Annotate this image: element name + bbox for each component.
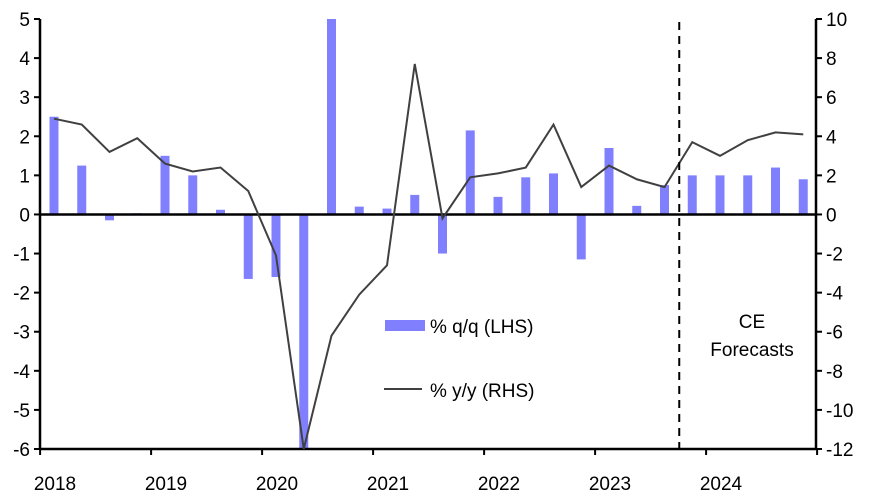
bar	[743, 175, 753, 215]
right-tick-label: 2	[826, 166, 837, 187]
left-tick-label: -5	[13, 401, 30, 422]
bar	[382, 208, 392, 215]
bar	[299, 214, 309, 449]
bar	[271, 214, 281, 277]
bar	[687, 175, 697, 215]
right-tick-label: -4	[826, 284, 843, 305]
forecast-annotation-line1: CE	[739, 312, 765, 333]
left-tick-label: -2	[13, 284, 30, 305]
bar	[576, 214, 586, 260]
left-tick-label: -6	[13, 440, 30, 461]
bar	[410, 194, 420, 215]
right-tick-label: 6	[826, 88, 837, 109]
yy-line	[53, 63, 804, 450]
bar	[604, 148, 614, 215]
x-tick-label: 2021	[367, 474, 409, 495]
x-tick-label: 2019	[145, 474, 187, 495]
right-tick-label: -12	[826, 440, 853, 461]
bar	[438, 214, 447, 254]
bar	[798, 179, 808, 215]
left-tick-label: -1	[13, 245, 30, 266]
bar	[715, 175, 725, 215]
bar-series	[49, 19, 808, 449]
x-tick-label: 2023	[589, 474, 631, 495]
x-tick-label: 2020	[256, 474, 298, 495]
left-tick-label: -3	[13, 323, 30, 344]
left-tick-label: 4	[19, 49, 30, 70]
bar	[327, 19, 336, 215]
axes: 543210-1-2-3-4-5-61086420-2-4-6-8-10-122…	[13, 10, 853, 495]
bar	[105, 214, 114, 221]
bar	[660, 185, 669, 215]
bar	[188, 175, 198, 215]
legend-bar-label: % q/q (LHS)	[430, 317, 533, 338]
bar	[493, 196, 503, 215]
left-tick-label: -4	[13, 362, 30, 383]
right-tick-label: -2	[826, 245, 843, 266]
bar	[549, 173, 558, 215]
bar	[243, 214, 253, 279]
right-tick-label: -8	[826, 362, 843, 383]
left-tick-label: 1	[19, 166, 30, 187]
bar	[465, 130, 475, 215]
bar	[521, 177, 531, 215]
x-tick-label: 2024	[700, 474, 743, 495]
left-tick-label: 5	[19, 10, 30, 31]
legend-line-label: % y/y (RHS)	[430, 381, 535, 402]
bar	[771, 167, 780, 215]
bar	[354, 206, 364, 215]
legend-bar-swatch	[385, 320, 425, 331]
left-tick-label: 0	[19, 205, 30, 226]
bar	[160, 155, 170, 215]
bar	[77, 165, 87, 215]
forecast-annotation-line2: Forecasts	[710, 340, 793, 361]
right-tick-label: -6	[826, 323, 843, 344]
right-tick-label: 10	[826, 10, 847, 31]
left-tick-label: 3	[19, 88, 30, 109]
bar	[49, 116, 59, 215]
right-tick-label: 8	[826, 49, 837, 70]
x-tick-label: 2018	[34, 474, 76, 495]
bar	[632, 205, 642, 215]
right-tick-label: -10	[826, 401, 853, 422]
legend: % q/q (LHS) % y/y (RHS)	[384, 317, 535, 402]
right-tick-label: 0	[826, 205, 837, 226]
right-tick-label: 4	[826, 127, 837, 148]
x-tick-label: 2022	[478, 474, 520, 495]
left-tick-label: 2	[19, 127, 30, 148]
bar	[216, 209, 225, 215]
